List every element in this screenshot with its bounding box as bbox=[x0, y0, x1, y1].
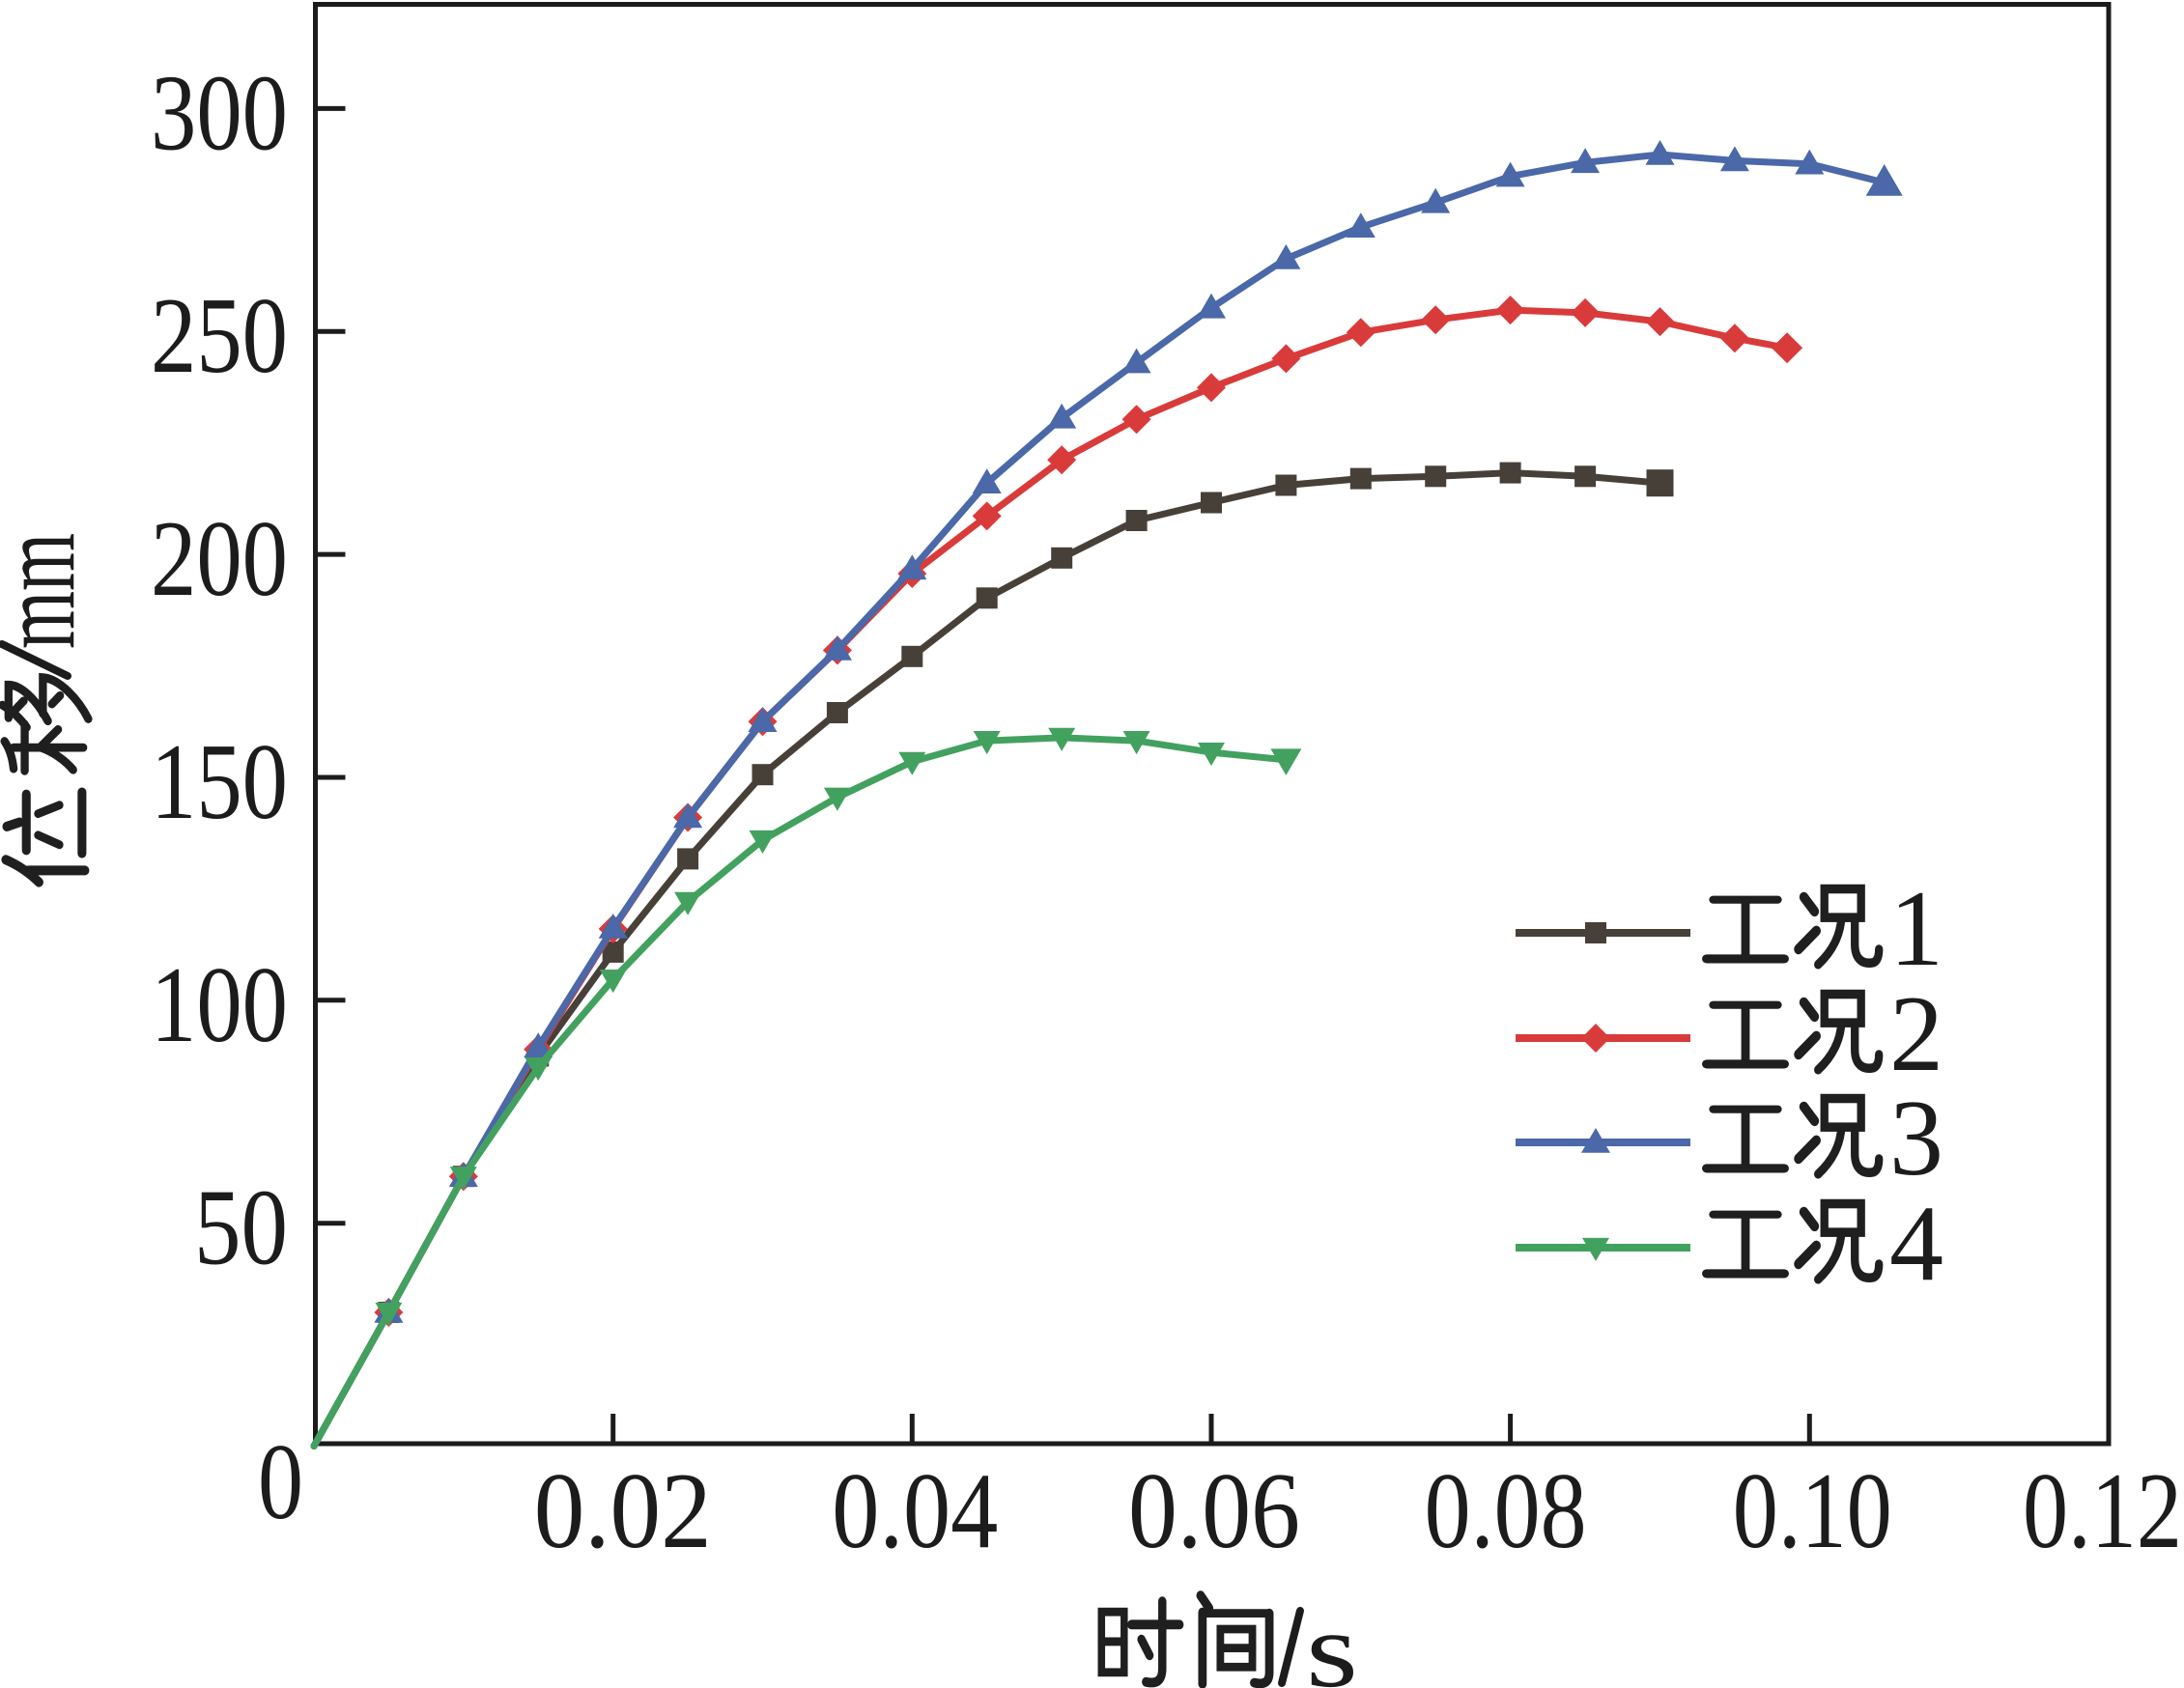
svg-text:200: 200 bbox=[151, 499, 288, 619]
svg-text:0.12: 0.12 bbox=[2023, 1451, 2182, 1571]
svg-text:mm: mm bbox=[0, 533, 98, 649]
svg-text:0.06: 0.06 bbox=[1128, 1451, 1300, 1571]
svg-text:250: 250 bbox=[151, 276, 288, 396]
svg-text:0.10: 0.10 bbox=[1733, 1451, 1892, 1571]
svg-text:0: 0 bbox=[258, 1422, 303, 1542]
svg-text:1: 1 bbox=[1889, 869, 1943, 989]
svg-text:2: 2 bbox=[1889, 974, 1943, 1094]
svg-text:3: 3 bbox=[1889, 1079, 1943, 1198]
svg-text:s: s bbox=[1306, 1590, 1358, 1688]
svg-text:0.02: 0.02 bbox=[534, 1451, 712, 1571]
svg-text:4: 4 bbox=[1889, 1184, 1943, 1304]
svg-text:100: 100 bbox=[151, 945, 288, 1065]
svg-text:0.04: 0.04 bbox=[832, 1451, 998, 1571]
svg-text:0.08: 0.08 bbox=[1425, 1451, 1587, 1571]
svg-text:300: 300 bbox=[151, 53, 288, 173]
svg-text:150: 150 bbox=[151, 722, 288, 842]
svg-text:50: 50 bbox=[194, 1168, 288, 1288]
